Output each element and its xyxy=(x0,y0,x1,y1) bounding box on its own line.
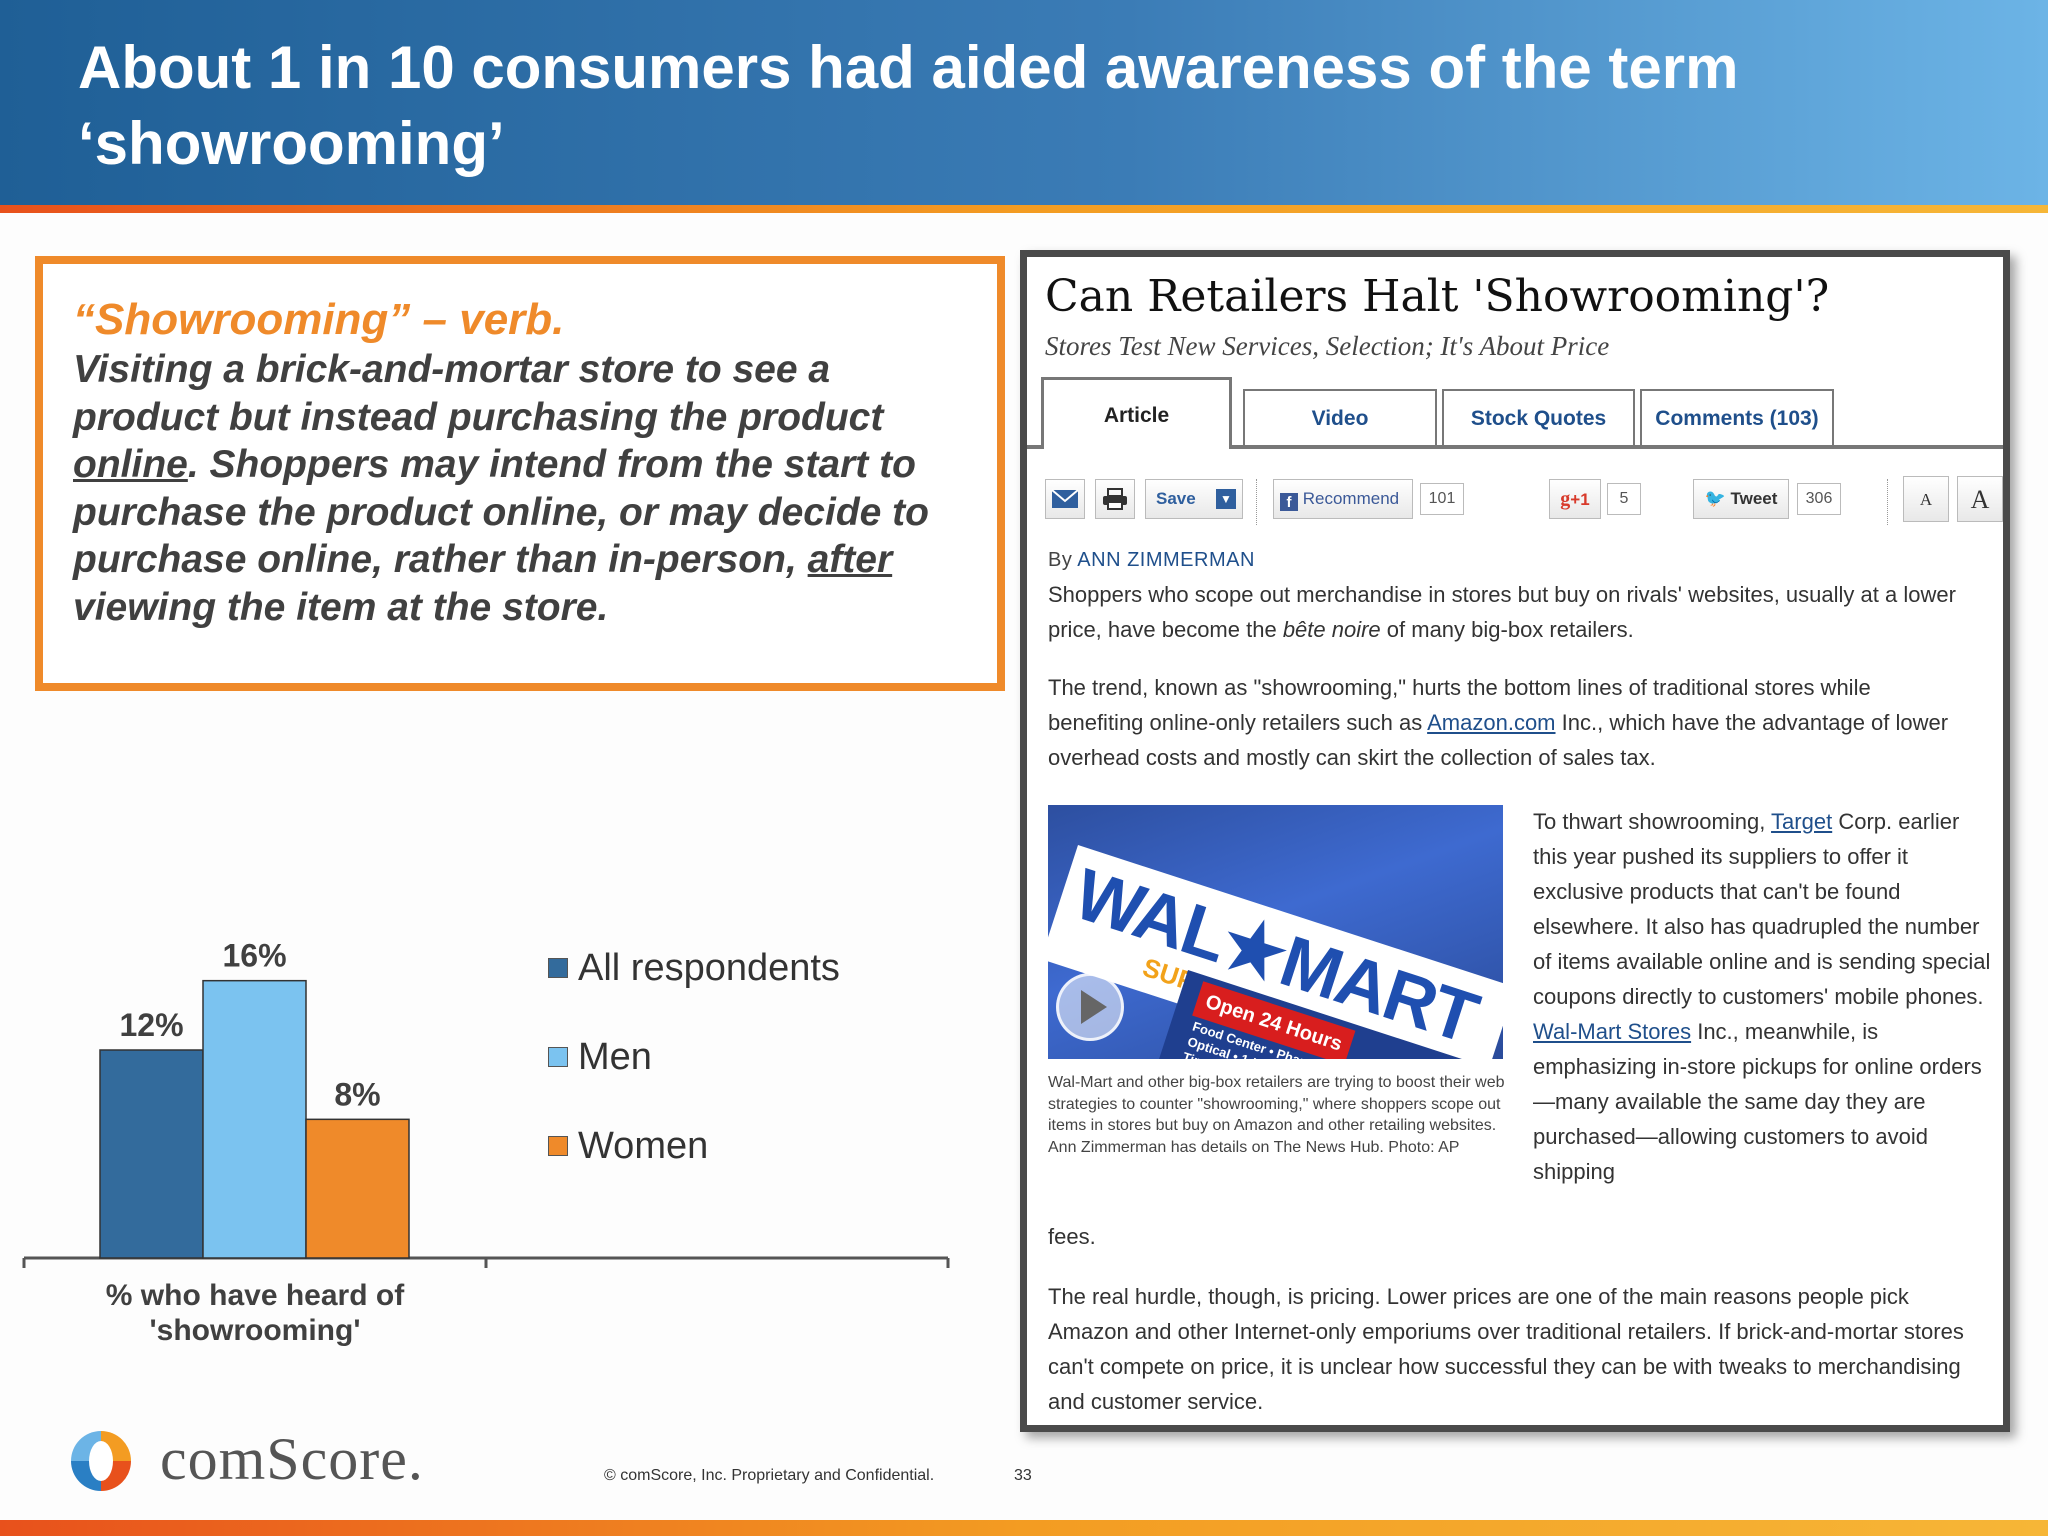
bar-men xyxy=(202,979,307,1259)
plus-one-count: 5 xyxy=(1607,483,1641,515)
footer-copyright: © comScore, Inc. Proprietary and Confide… xyxy=(604,1467,935,1484)
author-link[interactable]: ANN ZIMMERMAN xyxy=(1077,549,1255,571)
tweet-label: Tweet xyxy=(1730,489,1778,508)
font-larger-button[interactable]: A xyxy=(1957,476,2003,522)
facebook-icon: f xyxy=(1280,493,1298,511)
font-smaller-button[interactable]: A xyxy=(1903,476,1949,522)
tab-comments[interactable]: Comments (103) xyxy=(1640,389,1834,445)
legend-swatch xyxy=(548,1047,568,1067)
print-button[interactable] xyxy=(1095,479,1135,519)
slide-title: About 1 in 10 consumers had aided awaren… xyxy=(78,34,1739,177)
article-tabs: Article Video Stock Quotes Comments (103… xyxy=(1027,377,2003,449)
chevron-down-icon: ▼ xyxy=(1216,489,1236,509)
definition-emphasis-after: after xyxy=(807,538,893,581)
paragraph-text: of many big-box retailers. xyxy=(1380,617,1634,642)
email-button[interactable] xyxy=(1045,479,1085,519)
byline-prefix: By xyxy=(1048,549,1073,571)
article-toolbar: Save ▼ f Recommend 101 g+1 5 🐦 Tweet 306… xyxy=(1045,476,2003,525)
article-photo[interactable]: WAL★MART SUPERCENTER Open 24 Hours Food … xyxy=(1048,805,1503,1059)
paragraph-emphasis: bête noire xyxy=(1282,617,1381,642)
printer-icon xyxy=(1103,488,1127,510)
tab-video[interactable]: Video xyxy=(1243,389,1437,445)
x-axis-line xyxy=(22,1256,950,1268)
paragraph-1: Shoppers who scope out merchandise in st… xyxy=(1048,577,1998,647)
paragraph-2: The trend, known as "showrooming," hurts… xyxy=(1048,670,1968,775)
paragraph-text: Inc., meanwhile, is emphasizing in-store… xyxy=(1533,1019,1982,1184)
legend-label: All respondents xyxy=(578,947,840,989)
tab-article[interactable]: Article xyxy=(1041,377,1232,449)
definition-box: “Showrooming” – verb. Visiting a brick-a… xyxy=(35,256,1005,691)
data-label: 16% xyxy=(222,938,286,974)
walmart-stores-link[interactable]: Wal-Mart Stores xyxy=(1533,1019,1692,1044)
toolbar-divider xyxy=(1256,479,1259,525)
plus-one-label: +1 xyxy=(1570,490,1590,509)
paragraph-text: Corp. earlier this year pushed its suppl… xyxy=(1533,809,1991,1009)
article-title[interactable]: Can Retailers Halt 'Showrooming'? xyxy=(1045,271,1830,322)
paragraph-text: To thwart showrooming, xyxy=(1533,809,1772,834)
definition-text-3: viewing the item at the store. xyxy=(73,585,609,629)
definition-term: “Showrooming” – verb. xyxy=(73,295,565,344)
recommend-count: 101 xyxy=(1420,483,1464,515)
definition-text-2: . Shoppers may intend from the start to … xyxy=(73,443,929,581)
legend-label: Men xyxy=(578,1036,652,1078)
article-subtitle: Stores Test New Services, Selection; It'… xyxy=(1045,331,1610,361)
bar-women xyxy=(305,1118,410,1259)
page-number: 33 xyxy=(1014,1467,1032,1484)
legend-swatch xyxy=(548,1136,568,1156)
legend-swatch xyxy=(548,958,568,978)
paragraph-text: Inc., which have the advantage of lower … xyxy=(1048,710,1949,770)
comscore-wordmark: comScore. xyxy=(160,1426,424,1492)
data-label: 8% xyxy=(334,1076,380,1112)
target-link[interactable]: Target xyxy=(1771,809,1833,834)
footer-accent-stripe xyxy=(0,1520,2048,1536)
awareness-bar-chart: 12% 16% 8% % who have heard of'showrooming' xyxy=(22,938,950,1347)
category-label: 'showrooming' xyxy=(150,1314,361,1347)
play-triangle xyxy=(1081,990,1107,1024)
comscore-logo-icon xyxy=(71,1431,131,1491)
definition-body: Visiting a brick-and-mortar store to see… xyxy=(73,346,973,631)
toolbar-divider xyxy=(1887,479,1890,525)
paragraph-3-tail: fees. xyxy=(1048,1224,1096,1249)
envelope-icon xyxy=(1051,489,1079,508)
byline: By ANN ZIMMERMAN xyxy=(1048,549,1255,572)
paragraph-3: To thwart showrooming, Target Corp. earl… xyxy=(1533,804,1993,1189)
save-label: Save xyxy=(1156,489,1196,508)
amazon-link[interactable]: Amazon.com xyxy=(1427,710,1556,735)
definition-emphasis-online: online xyxy=(73,443,188,486)
header-accent-stripe xyxy=(0,205,2048,213)
tweet-button[interactable]: 🐦 Tweet xyxy=(1693,479,1789,519)
category-label: % who have heard of xyxy=(106,1279,405,1312)
recommend-label: Recommend xyxy=(1302,489,1400,508)
definition-text-1: Visiting a brick-and-mortar store to see… xyxy=(73,348,884,439)
tab-stock-quotes[interactable]: Stock Quotes xyxy=(1442,389,1635,445)
article-screenshot: Can Retailers Halt 'Showrooming'? Stores… xyxy=(1020,250,2010,1432)
plus-one-button[interactable]: g+1 xyxy=(1549,479,1601,519)
slide-header: About 1 in 10 consumers had aided awaren… xyxy=(0,0,2048,205)
paragraph-4: The real hurdle, though, is pricing. Low… xyxy=(1048,1284,1964,1414)
tweet-count: 306 xyxy=(1797,483,1841,515)
paragraph-text: Shoppers who scope out merchandise in st… xyxy=(1048,582,1956,642)
twitter-bird-icon: 🐦 xyxy=(1704,489,1726,508)
paragraph-text: The trend, known as "showrooming," hurts… xyxy=(1048,675,1871,735)
tab-baseline xyxy=(1027,445,2003,449)
google-plus-icon: g xyxy=(1560,488,1571,510)
data-label: 12% xyxy=(119,1007,183,1043)
save-button[interactable]: Save ▼ xyxy=(1145,479,1243,519)
legend-label: Women xyxy=(578,1125,709,1167)
play-video-icon[interactable] xyxy=(1056,973,1124,1041)
recommend-button[interactable]: f Recommend xyxy=(1273,479,1413,519)
photo-caption: Wal-Mart and other big-box retailers are… xyxy=(1048,1074,1505,1156)
bar-all-respondents xyxy=(99,1049,204,1259)
